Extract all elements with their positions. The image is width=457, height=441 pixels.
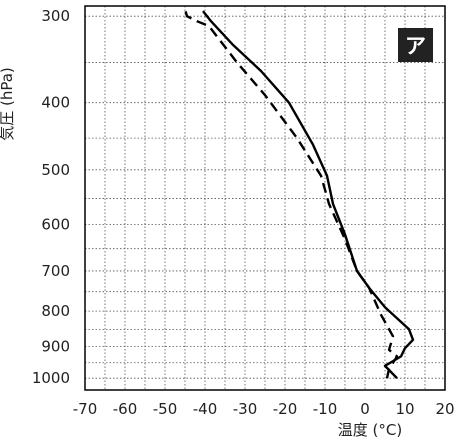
dashed-profile-line bbox=[183, 8, 399, 379]
y-tick-label: 700 bbox=[41, 262, 70, 280]
panel-label: ア bbox=[405, 34, 426, 58]
y-tick-label: 900 bbox=[41, 338, 70, 356]
x-tick-label: -40 bbox=[193, 400, 218, 418]
x-tick-label: 20 bbox=[435, 400, 454, 418]
x-tick-label: -50 bbox=[153, 400, 178, 418]
x-tick-label: -10 bbox=[313, 400, 338, 418]
plot-frame bbox=[84, 5, 446, 391]
x-tick-labels: -70 -60 -50 -40 -30 -20 -10 0 10 20 bbox=[73, 400, 455, 418]
y-tick-label: 600 bbox=[41, 216, 70, 234]
solid-profile-line bbox=[202, 10, 415, 380]
x-tick-label: -30 bbox=[233, 400, 258, 418]
y-tick-label: 1000 bbox=[32, 369, 70, 387]
y-tick-label: 300 bbox=[41, 7, 70, 25]
x-tick-label: 0 bbox=[360, 400, 370, 418]
y-axis-title: 気圧 (hPa) bbox=[0, 67, 16, 141]
y-tick-label: 500 bbox=[41, 161, 70, 179]
y-tick-label: 400 bbox=[41, 94, 70, 112]
x-tick-label: -20 bbox=[273, 400, 298, 418]
y-tick-labels: 300 400 500 600 700 800 900 1000 bbox=[32, 7, 70, 387]
grid bbox=[85, 6, 445, 390]
x-tick-label: -70 bbox=[73, 400, 98, 418]
x-axis-title: 温度 (°C) bbox=[338, 421, 402, 439]
x-tick-label: -60 bbox=[113, 400, 138, 418]
series bbox=[183, 8, 415, 380]
y-tick-label: 800 bbox=[41, 302, 70, 320]
x-tick-label: 10 bbox=[395, 400, 414, 418]
panel-label-box: ア bbox=[398, 28, 433, 62]
